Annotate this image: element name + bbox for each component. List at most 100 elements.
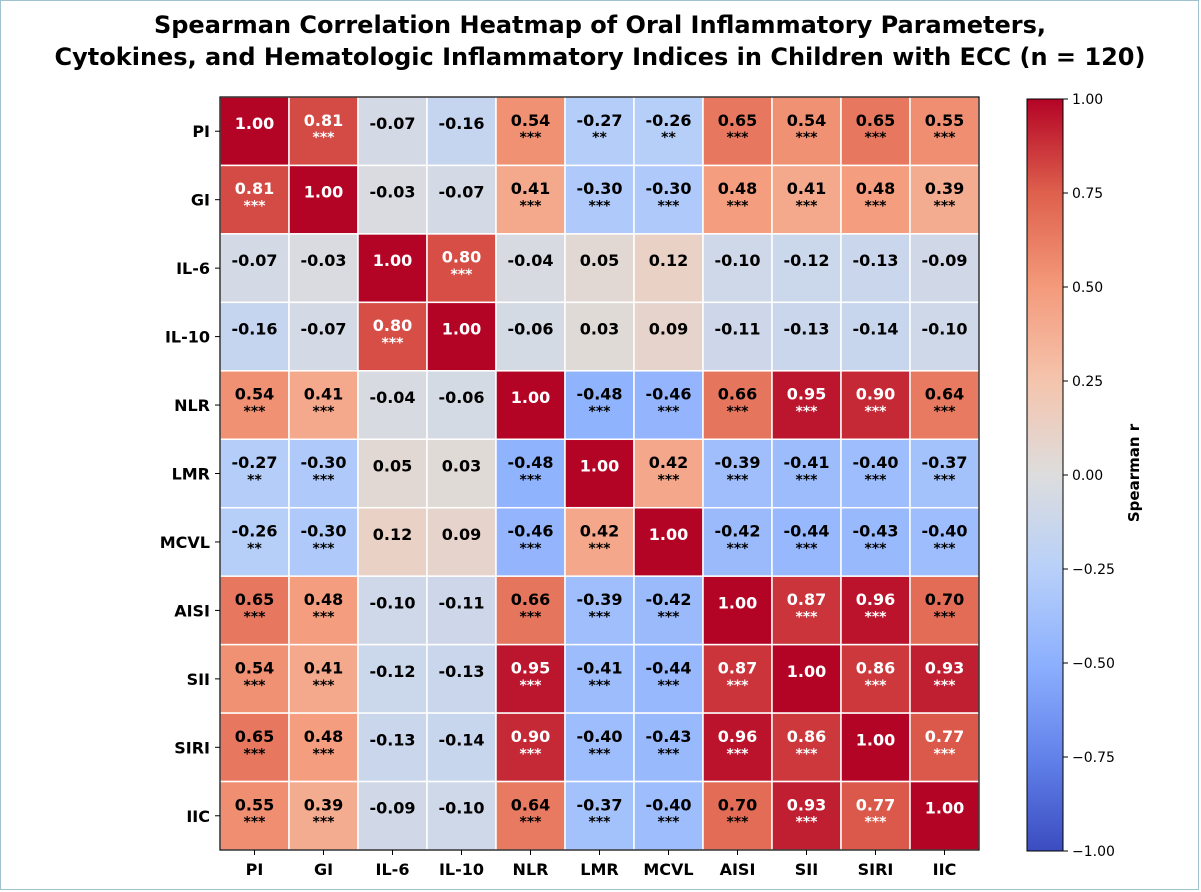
cell-value-label: 1.00 [787, 662, 826, 681]
cell-value-label: 0.64 [925, 385, 964, 404]
cell-value-label: -0.07 [369, 114, 415, 133]
heatmap-cell [288, 301, 359, 372]
cell-significance-label: *** [934, 130, 957, 146]
cell-value-label: -0.40 [921, 521, 967, 540]
heatmap-cell [771, 96, 842, 167]
cell-value-label: -0.13 [852, 251, 898, 270]
cell-value-label: -0.30 [300, 521, 346, 540]
heatmap-cell [702, 643, 773, 714]
heatmap-cell [909, 438, 980, 509]
cell-significance-label: *** [520, 678, 543, 694]
cell-value-label: -0.12 [369, 662, 415, 681]
cell-value-label: 0.05 [373, 456, 412, 475]
x-tick-label: MCVL [643, 860, 693, 879]
heatmap-cell [495, 233, 566, 304]
cell-value-label: -0.10 [438, 799, 484, 818]
cell-significance-label: *** [520, 746, 543, 762]
cell-value-label: -0.48 [576, 385, 622, 404]
cell-value-label: -0.10 [714, 251, 760, 270]
cell-value-label: 0.77 [856, 795, 895, 814]
cell-value-label: 0.54 [235, 385, 274, 404]
cell-value-label: -0.11 [438, 593, 484, 612]
cell-significance-label: *** [520, 130, 543, 146]
heatmap-cell [426, 164, 497, 235]
heatmap-cell [771, 370, 842, 441]
cell-value-label: -0.30 [576, 179, 622, 198]
cell-value-label: 0.90 [856, 385, 895, 404]
cell-value-label: -0.37 [576, 795, 622, 814]
cell-significance-label: *** [727, 746, 750, 762]
cell-significance-label: *** [589, 404, 612, 420]
heatmap-cell [426, 712, 497, 783]
cell-value-label: -0.39 [714, 453, 760, 472]
heatmap-cell [288, 643, 359, 714]
cell-value-label: 0.12 [649, 251, 688, 270]
cell-significance-label: *** [865, 130, 888, 146]
cell-value-label: 0.87 [718, 658, 757, 677]
cell-value-label: -0.44 [783, 521, 829, 540]
cell-value-label: -0.13 [438, 662, 484, 681]
heatmap-cell [288, 780, 359, 851]
cell-value-label: -0.13 [369, 730, 415, 749]
cell-value-label: 0.48 [718, 179, 757, 198]
cell-value-label: -0.42 [714, 521, 760, 540]
cell-significance-label: *** [727, 472, 750, 488]
cell-value-label: -0.48 [507, 453, 553, 472]
cell-value-label: 0.54 [787, 111, 826, 130]
cell-significance-label: *** [382, 336, 405, 352]
cell-value-label: 0.65 [856, 111, 895, 130]
cell-significance-label: *** [796, 472, 819, 488]
heatmap-cell [633, 164, 704, 235]
cell-significance-label: *** [520, 199, 543, 215]
heatmap-cells: 1.00 0.81***-0.07 -0.16 0.54***-0.27**-0.26… [219, 96, 980, 851]
cell-significance-label: *** [313, 404, 336, 420]
heatmap-cell [633, 233, 704, 304]
cell-value-label: 0.70 [925, 590, 964, 609]
cell-value-label: -0.39 [576, 590, 622, 609]
chart-title-line-1: Spearman Correlation Heatmap of Oral Inf… [154, 11, 1046, 39]
cell-significance-label: *** [934, 746, 957, 762]
cell-value-label: 0.03 [442, 456, 481, 475]
cell-value-label: 0.09 [442, 525, 481, 544]
cell-significance-label: ** [247, 472, 262, 488]
cell-value-label: -0.14 [438, 730, 484, 749]
heatmap-cell [702, 96, 773, 167]
heatmap-cell [357, 643, 428, 714]
cell-significance-label: *** [934, 541, 957, 557]
cell-significance-label: *** [244, 815, 267, 831]
cell-significance-label: *** [313, 678, 336, 694]
y-tick-label: SII [187, 670, 210, 689]
heatmap-cell [840, 370, 911, 441]
cell-significance-label: *** [934, 404, 957, 420]
heatmap-cell [771, 164, 842, 235]
heatmap-cell [909, 164, 980, 235]
heatmap-cell [219, 438, 290, 509]
cell-value-label: -0.06 [438, 388, 484, 407]
cell-value-label: -0.27 [576, 111, 622, 130]
cell-value-label: -0.43 [645, 727, 691, 746]
cell-value-label: -0.46 [507, 521, 553, 540]
cell-significance-label: *** [244, 746, 267, 762]
cell-significance-label: *** [589, 609, 612, 625]
cell-significance-label: *** [796, 815, 819, 831]
cell-value-label: -0.40 [645, 795, 691, 814]
heatmap-cell [909, 506, 980, 577]
cell-significance-label: *** [934, 199, 957, 215]
cell-value-label: 0.96 [856, 590, 895, 609]
cell-significance-label: *** [934, 609, 957, 625]
cell-significance-label: *** [727, 815, 750, 831]
heatmap-cell [219, 712, 290, 783]
colorbar-tick-label: 0.50 [1072, 280, 1103, 296]
cell-significance-label: *** [313, 746, 336, 762]
cell-value-label: 0.90 [511, 727, 550, 746]
cell-value-label: 0.95 [511, 658, 550, 677]
cell-significance-label: *** [727, 130, 750, 146]
y-tick-label: IL-6 [176, 259, 210, 278]
cell-value-label: 0.65 [718, 111, 757, 130]
x-tick-label: PI [246, 860, 264, 879]
cell-value-label: 0.65 [235, 727, 274, 746]
cell-value-label: 0.86 [856, 658, 895, 677]
heatmap-cell [288, 506, 359, 577]
cell-significance-label: *** [796, 746, 819, 762]
